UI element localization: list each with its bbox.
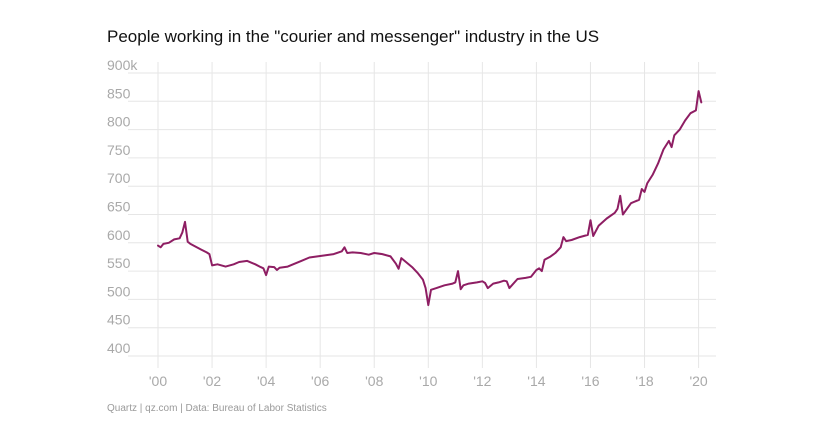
y-tick-label: 850 [107, 85, 131, 101]
y-tick-label: 750 [107, 142, 131, 158]
x-tick-label: '12 [473, 373, 491, 389]
x-tick-label: '10 [419, 373, 437, 389]
y-tick-label: 700 [107, 170, 131, 186]
x-tick-label: '08 [365, 373, 383, 389]
source-note: Quartz | qz.com | Data: Bureau of Labor … [107, 403, 327, 414]
y-tick-label: 650 [107, 199, 131, 215]
series-line-0 [157, 90, 703, 307]
y-tick-label: 600 [107, 227, 131, 243]
x-tick-label: '16 [581, 373, 599, 389]
y-tick-label: 800 [107, 114, 131, 130]
x-tick-label: '02 [203, 373, 221, 389]
y-tick-label: 550 [107, 255, 131, 271]
x-axis: '00 '02 '04 '06 '08 '10 '12 '14 '16 '18 '20 [149, 373, 708, 389]
x-tick-label: '14 [527, 373, 545, 389]
x-tick-label: '20 [689, 373, 707, 389]
x-tick-label: '06 [311, 373, 329, 389]
gridlines [128, 62, 716, 368]
x-tick-label: '00 [149, 373, 167, 389]
y-tick-label: 400 [107, 340, 131, 356]
y-tick-label: 450 [107, 312, 131, 328]
y-tick-label: 500 [107, 283, 131, 299]
x-tick-label: '18 [635, 373, 653, 389]
y-tick-label: 900k [107, 57, 138, 73]
y-axis: 400 450 500 550 600 650 700 750 800 850 900k [107, 57, 138, 356]
series-layer [157, 90, 703, 307]
chart-title: People working in the "courier and messe… [107, 27, 600, 46]
x-tick-label: '04 [257, 373, 275, 389]
